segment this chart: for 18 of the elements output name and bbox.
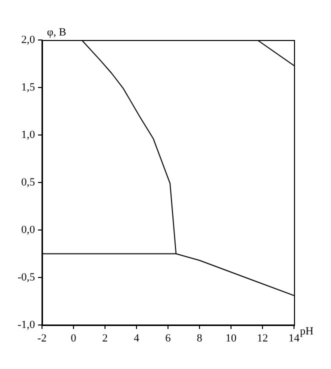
- x-tick-label: 8: [196, 332, 203, 344]
- x-tick-label: 0: [70, 332, 77, 344]
- x-tick-label: 2: [102, 332, 108, 344]
- y-tick-label: 1,0: [21, 128, 36, 141]
- x-tick-label: -2: [37, 332, 47, 344]
- x-axis-title: pH: [300, 325, 314, 338]
- y-tick-label: 1,5: [21, 81, 36, 94]
- x-tick-label: 4: [134, 332, 140, 344]
- x-tick-label: 14: [288, 332, 300, 344]
- x-tick-label: 10: [226, 332, 237, 344]
- y-tick-label: 2,0: [21, 34, 36, 46]
- x-tick-label: 12: [257, 332, 268, 344]
- y-tick-label: 0,5: [21, 176, 36, 188]
- y-tick-label: -1,0: [18, 318, 36, 331]
- x-tick-label: 6: [165, 332, 172, 344]
- y-tick-label: -0,5: [18, 271, 36, 284]
- y-tick-label: 0,0: [21, 224, 36, 236]
- y-axis-title: φ, B: [47, 26, 66, 38]
